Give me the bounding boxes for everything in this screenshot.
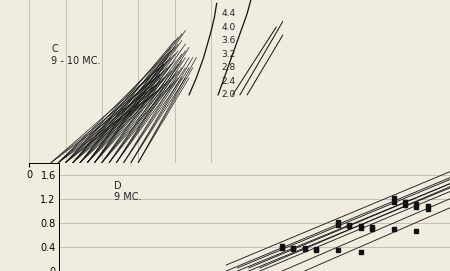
Text: C
9 - 10 MC.: C 9 - 10 MC.: [51, 44, 100, 66]
Text: 4.4: 4.4: [222, 9, 236, 18]
Text: 2.0: 2.0: [222, 90, 236, 99]
Text: 3.2: 3.2: [222, 50, 236, 59]
Text: 2.4: 2.4: [222, 77, 236, 86]
Text: D
9 MC.: D 9 MC.: [114, 181, 142, 202]
Text: 3.6: 3.6: [222, 36, 236, 45]
Text: 4.0: 4.0: [222, 22, 236, 32]
Text: 2.8: 2.8: [222, 63, 236, 72]
